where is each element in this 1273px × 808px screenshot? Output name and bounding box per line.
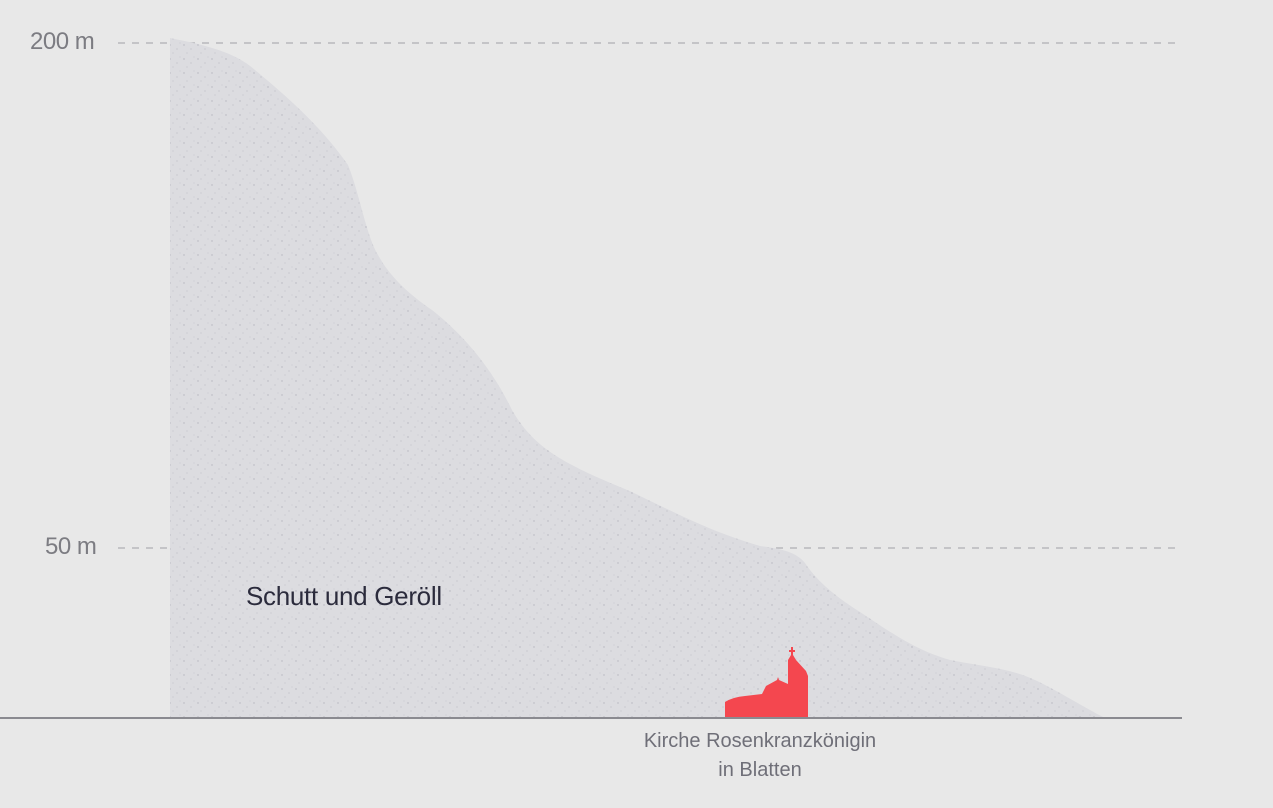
church-caption-line2: in Blatten: [718, 759, 802, 781]
church-caption-line1: Kirche Rosenkranzkönigin: [643, 730, 877, 752]
tick-label-200m: 200 m: [30, 28, 95, 55]
debris-area: [170, 38, 1105, 718]
church-caption: Kirche Rosenkranzkönigin in Blatten: [560, 727, 960, 785]
debris-label: Schutt und Geröll: [246, 581, 442, 611]
church-silhouette: [725, 647, 808, 718]
tick-label-50m: 50 m: [45, 533, 97, 560]
